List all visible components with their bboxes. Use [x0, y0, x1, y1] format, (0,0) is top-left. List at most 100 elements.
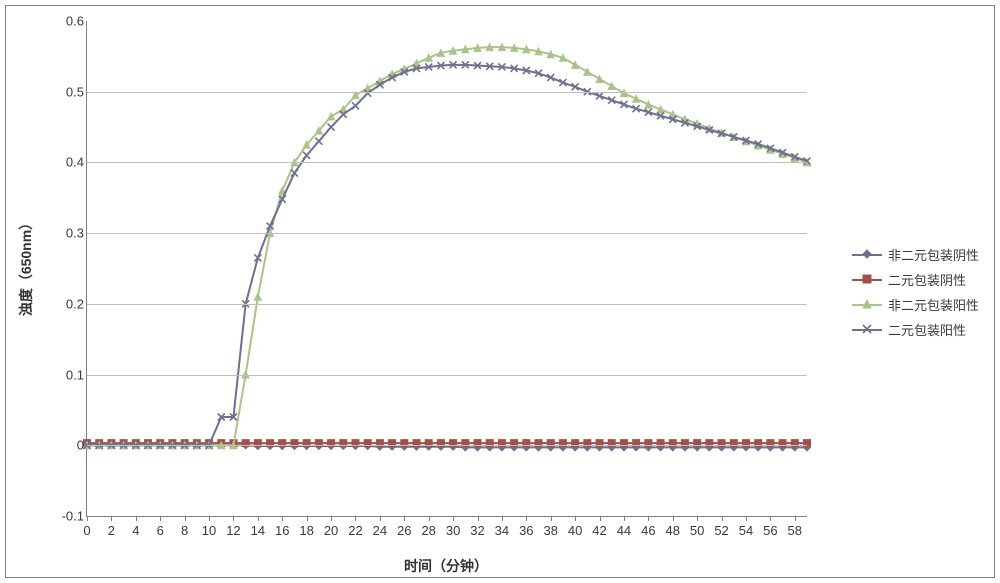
gridline [87, 92, 807, 93]
x-tick-label: 28 [421, 523, 435, 538]
x-tick-label: 8 [181, 523, 188, 538]
x-tick-mark [136, 516, 137, 521]
legend-item-non_binary_pos: 非二元包装阳性 [852, 295, 979, 314]
x-tick-label: 24 [373, 523, 387, 538]
gridline [87, 233, 807, 234]
x-tick-label: 0 [83, 523, 90, 538]
legend-item-binary_neg: 二元包装阴性 [852, 270, 979, 289]
x-tick-label: 58 [788, 523, 802, 538]
x-tick-label: 6 [157, 523, 164, 538]
gridline [87, 375, 807, 376]
x-tick-mark [795, 516, 796, 521]
x-tick-mark [185, 516, 186, 521]
legend-item-non_binary_neg: 非二元包装阴性 [852, 245, 979, 264]
x-tick-label: 20 [324, 523, 338, 538]
x-tick-mark [722, 516, 723, 521]
legend-label: 非二元包装阴性 [888, 245, 979, 264]
gridline [87, 445, 807, 446]
x-tick-mark [404, 516, 405, 521]
x-tick-label: 38 [543, 523, 557, 538]
x-tick-label: 46 [641, 523, 655, 538]
legend-swatch [852, 247, 882, 261]
x-tick-mark [87, 516, 88, 521]
x-tick-mark [770, 516, 771, 521]
y-tick-label: 0.5 [44, 84, 84, 99]
x-tick-label: 34 [495, 523, 509, 538]
gridline [87, 304, 807, 305]
x-tick-mark [429, 516, 430, 521]
x-tick-mark [453, 516, 454, 521]
x-tick-label: 40 [568, 523, 582, 538]
x-tick-label: 18 [299, 523, 313, 538]
y-tick-label: 0.2 [44, 296, 84, 311]
series-line-non_binary_pos [87, 47, 807, 445]
x-tick-mark [526, 516, 527, 521]
legend: 非二元包装阴性二元包装阴性非二元包装阳性二元包装阳性 [852, 239, 979, 345]
x-tick-mark [746, 516, 747, 521]
x-tick-mark [673, 516, 674, 521]
legend-label: 二元包装阳性 [888, 320, 966, 339]
x-tick-mark [551, 516, 552, 521]
series-marker-binary_pos [303, 152, 310, 159]
x-tick-mark [380, 516, 381, 521]
x-tick-mark [282, 516, 283, 521]
x-tick-mark [331, 516, 332, 521]
y-axis-title: 浊度（650nm） [16, 216, 36, 316]
series-marker-non_binary_pos [633, 95, 640, 102]
series-layer [87, 21, 807, 516]
series-marker-non_binary_pos [254, 293, 261, 300]
x-tick-label: 48 [666, 523, 680, 538]
y-tick-label: 0 [44, 438, 84, 453]
y-tick-label: -0.1 [44, 509, 84, 524]
x-tick-label: 32 [470, 523, 484, 538]
x-tick-label: 14 [251, 523, 265, 538]
x-tick-mark [258, 516, 259, 521]
x-tick-label: 4 [132, 523, 139, 538]
y-tick-label: 0.4 [44, 155, 84, 170]
x-tick-mark [697, 516, 698, 521]
legend-label: 非二元包装阳性 [888, 295, 979, 314]
x-tick-label: 10 [202, 523, 216, 538]
x-tick-mark [233, 516, 234, 521]
x-tick-label: 26 [397, 523, 411, 538]
x-tick-mark [502, 516, 503, 521]
series-marker-binary_pos [291, 170, 298, 177]
x-tick-label: 2 [108, 523, 115, 538]
x-tick-label: 52 [714, 523, 728, 538]
series-marker-binary_pos [328, 124, 335, 131]
x-axis-title: 时间（分钟） [404, 556, 488, 576]
x-tick-label: 22 [348, 523, 362, 538]
x-tick-label: 44 [617, 523, 631, 538]
x-tick-mark [111, 516, 112, 521]
x-tick-label: 30 [446, 523, 460, 538]
legend-item-binary_pos: 二元包装阳性 [852, 320, 979, 339]
x-tick-mark [209, 516, 210, 521]
x-tick-mark [160, 516, 161, 521]
x-tick-label: 12 [226, 523, 240, 538]
x-tick-label: 56 [763, 523, 777, 538]
x-tick-label: 42 [592, 523, 606, 538]
x-tick-mark [307, 516, 308, 521]
x-tick-mark [648, 516, 649, 521]
series-marker-binary_pos [315, 138, 322, 145]
chart-frame: 浊度（650nm） 时间（分钟） 02468101214161820222426… [5, 5, 995, 578]
legend-label: 二元包装阴性 [888, 270, 966, 289]
legend-swatch [852, 272, 882, 286]
x-tick-mark [355, 516, 356, 521]
x-tick-mark [575, 516, 576, 521]
series-line-binary_pos [87, 65, 807, 445]
gridline [87, 162, 807, 163]
plot-area: 0246810121416182022242628303234363840424… [86, 21, 807, 517]
y-tick-label: 0.1 [44, 367, 84, 382]
series-marker-binary_pos [352, 102, 359, 109]
y-tick-label: 0.6 [44, 14, 84, 29]
x-tick-label: 16 [275, 523, 289, 538]
legend-swatch [852, 322, 882, 336]
x-tick-mark [478, 516, 479, 521]
x-tick-label: 36 [519, 523, 533, 538]
x-tick-label: 50 [690, 523, 704, 538]
x-tick-mark [600, 516, 601, 521]
x-tick-label: 54 [739, 523, 753, 538]
legend-swatch [852, 297, 882, 311]
y-tick-label: 0.3 [44, 226, 84, 241]
